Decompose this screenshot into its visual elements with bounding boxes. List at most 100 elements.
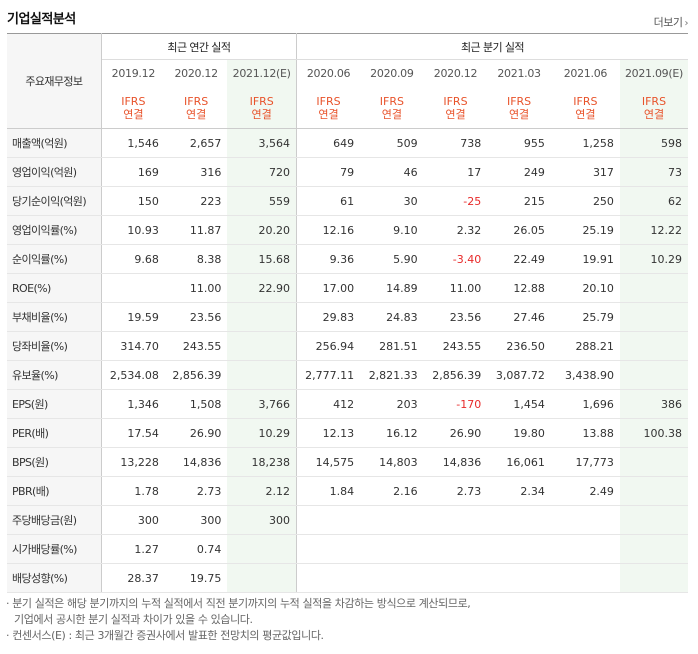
table-cell	[227, 534, 297, 564]
table-cell	[296, 505, 361, 535]
table-cell: 2,856.39	[423, 360, 488, 390]
table-cell: 20.10	[550, 273, 620, 303]
annual-group-header: 최근 연간 실적	[101, 33, 297, 60]
row-label: EPS(원)	[7, 389, 102, 419]
table-cell: 17	[423, 157, 488, 187]
table-cell: 720	[227, 157, 297, 187]
table-cell: 9.36	[296, 244, 361, 274]
table-cell: 243.55	[423, 331, 488, 361]
table-cell	[619, 360, 688, 390]
ifrs-label: IFRS 연결	[424, 87, 488, 129]
table-cell: 236.50	[487, 331, 551, 361]
table-row: ROE(%) 11.00 22.90 17.00 14.89 11.00 12.88 20.1…	[7, 273, 688, 303]
table-cell: 300	[227, 505, 297, 535]
table-cell: 14,803	[360, 447, 424, 477]
period-header: 2020.09	[370, 67, 414, 80]
table-row: 순이익률(%) 9.68 8.38 15.68 9.36 5.90 -3.40 22.49 19…	[7, 244, 688, 274]
table-cell: 14,836	[423, 447, 488, 477]
table-cell: 23.56	[423, 302, 488, 332]
ifrs-bottom: 연결	[251, 107, 272, 121]
row-label: 시가배당률(%)	[7, 534, 102, 564]
table-cell	[550, 563, 620, 593]
table-cell: 559	[227, 186, 297, 216]
table-cell: 28.37	[101, 563, 165, 593]
table-cell: 22.90	[227, 273, 297, 303]
table-cell: 8.38	[164, 244, 228, 274]
row-label: 당좌비율(%)	[7, 331, 102, 361]
table-cell: 1,696	[550, 389, 620, 419]
table-cell: 2.49	[550, 476, 620, 506]
table-cell: 1,546	[101, 128, 165, 158]
row-label: BPS(원)	[7, 447, 102, 477]
table-row: 주당배당금(원) 300 300 300	[7, 505, 688, 535]
table-cell: 19.59	[101, 302, 165, 332]
table-cell: 24.83	[360, 302, 424, 332]
section-title: 기업실적분석	[7, 12, 76, 27]
ifrs-top: IFRS	[249, 94, 274, 108]
table-cell: 1,508	[164, 389, 228, 419]
note-1: · 분기 실적은 해당 분기까지의 누적 실적에서 직전 분기까지의 누적 실적…	[6, 597, 471, 610]
ifrs-top: IFRS	[506, 94, 532, 108]
table-cell	[619, 476, 688, 506]
table-cell: 29.83	[296, 302, 361, 332]
table-cell	[487, 534, 551, 564]
table-cell: 19.91	[550, 244, 620, 274]
ifrs-bottom: 연결	[575, 107, 596, 121]
table-cell: 2.12	[227, 476, 297, 506]
ifrs-label: IFRS 연결	[296, 87, 360, 129]
table-cell	[296, 534, 361, 564]
table-cell: 19.80	[487, 418, 551, 448]
table-cell: 30	[360, 186, 424, 216]
table-row: 당좌비율(%) 314.70 243.55 256.94 281.51 243.55 236…	[7, 331, 688, 361]
table-cell: 23.56	[164, 302, 228, 332]
more-label: 더보기	[653, 16, 683, 29]
ifrs-bottom: 연결	[381, 107, 402, 121]
table-cell: 2,821.33	[360, 360, 424, 390]
table-cell: 9.10	[360, 215, 424, 245]
table-cell: 22.49	[487, 244, 551, 274]
table-cell: 25.19	[550, 215, 620, 245]
table-row: 시가배당률(%) 1.27 0.74	[7, 534, 688, 564]
ifrs-label: IFRS 연결	[227, 87, 297, 129]
note-2: · 컨센서스(E) : 최근 3개월간 증권사에서 발표한 전망치의 평균값입니…	[6, 629, 324, 642]
table-cell: 1,454	[487, 389, 551, 419]
table-cell: 2,657	[164, 128, 228, 158]
financial-table: 주요재무정보 최근 연간 실적 최근 분기 실적 2019.12 2020.12 2…	[7, 33, 688, 593]
table-cell: 3,564	[227, 128, 297, 158]
table-cell: 2.73	[423, 476, 488, 506]
table-cell: 288.21	[550, 331, 620, 361]
ifrs-label: IFRS 연결	[360, 87, 424, 129]
table-cell	[227, 563, 297, 593]
table-cell	[360, 563, 424, 593]
period-header: 2021.09(E)	[619, 59, 688, 87]
row-label: PBR(배)	[7, 476, 102, 506]
table-cell	[619, 302, 688, 332]
table-row: BPS(원) 13,228 14,836 18,238 14,575 14,803 14,8…	[7, 447, 688, 477]
table-cell: 0.74	[164, 534, 228, 564]
table-row: 배당성향(%) 28.37 19.75	[7, 563, 688, 593]
table-cell: 250	[550, 186, 620, 216]
table-row: 당기순이익(억원) 150 223 559 61 30 -25 215 250 62	[7, 186, 688, 216]
ifrs-bottom: 연결	[123, 107, 144, 121]
table-cell	[619, 563, 688, 593]
corner-header: 주요재무정보	[7, 33, 102, 129]
table-cell: 2.34	[487, 476, 551, 506]
table-cell	[487, 563, 551, 593]
table-cell: 2.16	[360, 476, 424, 506]
table-cell	[227, 360, 297, 390]
table-cell: 16.12	[360, 418, 424, 448]
row-label: 배당성향(%)	[7, 563, 102, 593]
table-cell	[619, 331, 688, 361]
table-cell: 13,228	[101, 447, 165, 477]
table-cell: 10.29	[227, 418, 297, 448]
row-label: 부채비율(%)	[7, 302, 102, 332]
table-cell: 1,258	[550, 128, 620, 158]
table-cell: 19.75	[164, 563, 228, 593]
table-row: 매출액(억원) 1,546 2,657 3,564 649 509 738 955 1,258 5…	[7, 128, 688, 158]
period-header: 2021.06	[563, 67, 608, 80]
table-cell: 17.54	[101, 418, 165, 448]
table-cell: 598	[619, 128, 688, 158]
more-link[interactable]: 더보기 ›	[653, 14, 689, 30]
table-cell: 2,856.39	[164, 360, 228, 390]
